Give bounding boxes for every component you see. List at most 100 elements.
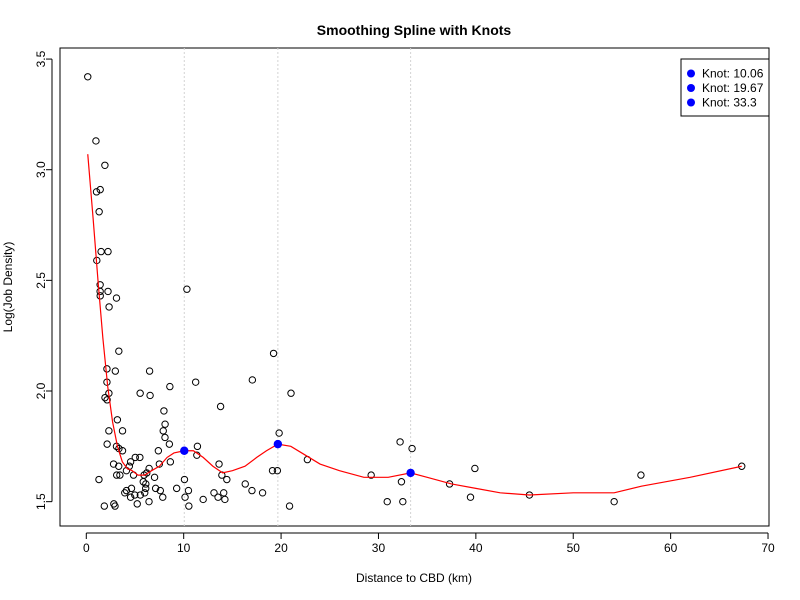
data-point — [126, 493, 135, 501]
data-point — [637, 471, 645, 479]
data-point — [738, 462, 746, 470]
data-point — [166, 458, 175, 466]
data-points — [84, 73, 746, 510]
data-point — [275, 429, 283, 437]
knot-reference-lines — [183, 48, 412, 526]
data-point — [172, 484, 181, 493]
data-point — [111, 367, 120, 375]
data-point — [223, 475, 231, 484]
plot-border — [59, 47, 770, 527]
data-point — [241, 480, 249, 488]
data-point — [285, 502, 294, 510]
legend-marker-2 — [687, 84, 695, 92]
legend-label-1: Knot: 10.06 — [702, 67, 764, 81]
data-point — [383, 497, 391, 506]
data-point — [199, 495, 207, 504]
y-tick-label: 2.5 — [34, 272, 48, 289]
data-point — [126, 458, 135, 466]
x-tick-label: 50 — [567, 541, 581, 555]
data-point — [136, 491, 145, 499]
data-point — [184, 486, 193, 495]
x-axis-label: Distance to CBD (km) — [356, 571, 472, 585]
data-point — [116, 471, 124, 479]
data-point — [367, 471, 375, 479]
data-point — [154, 447, 163, 455]
data-point — [121, 489, 129, 497]
data-point — [136, 389, 144, 397]
data-point — [185, 502, 193, 510]
spline-curve — [87, 154, 742, 496]
data-point — [101, 393, 109, 402]
legend-marker-1 — [687, 69, 695, 78]
y-tick-label: 1.5 — [34, 493, 48, 510]
legend-label-2: Knot: 19.67 — [702, 81, 764, 95]
data-point — [127, 484, 136, 493]
x-tick-label: 20 — [274, 541, 288, 555]
data-point — [258, 489, 267, 497]
data-point — [113, 416, 122, 424]
data-point — [146, 391, 154, 400]
data-point — [105, 303, 113, 311]
y-tick-label: 3.5 — [34, 50, 48, 67]
data-point — [159, 493, 167, 501]
data-point — [84, 73, 92, 81]
data-point — [610, 497, 618, 506]
x-axis: 0 10 20 30 40 50 60 70 — [83, 532, 775, 555]
x-tick-label: 40 — [469, 541, 483, 555]
data-point — [408, 444, 416, 453]
data-point — [273, 466, 282, 475]
data-point — [215, 460, 223, 468]
legend-marker-3 — [687, 98, 695, 107]
data-point — [100, 502, 109, 510]
data-point — [248, 376, 257, 384]
x-tick-label: 10 — [177, 541, 191, 555]
data-point — [156, 486, 165, 495]
legend: Knot: 10.06 Knot: 19.67 Knot: 33.3 — [680, 58, 770, 117]
data-point — [96, 185, 104, 194]
data-point — [159, 427, 167, 435]
data-point — [180, 475, 189, 484]
data-point — [221, 495, 229, 504]
data-point — [118, 427, 127, 435]
data-point — [136, 453, 144, 462]
data-point — [92, 137, 100, 145]
data-point — [103, 396, 111, 404]
data-point — [97, 247, 105, 256]
data-point — [248, 486, 256, 495]
data-point — [165, 440, 174, 448]
data-point — [96, 292, 104, 300]
y-axis: 1.5 2.0 2.5 3.0 3.5 — [34, 50, 53, 510]
y-tick-label: 2.0 — [34, 382, 48, 399]
data-point — [92, 188, 101, 196]
data-point — [131, 453, 139, 462]
data-point — [191, 378, 200, 386]
chart-title: Smoothing Spline with Knots — [317, 22, 512, 38]
knot-markers — [180, 439, 415, 478]
data-point — [95, 208, 103, 216]
data-point — [95, 475, 103, 484]
data-point — [133, 500, 141, 508]
data-point — [101, 161, 109, 169]
data-point — [220, 489, 228, 497]
data-point — [150, 473, 159, 482]
data-point — [142, 484, 150, 493]
y-axis-label: Log(Job Density) — [1, 242, 15, 333]
data-point — [161, 420, 169, 428]
data-point — [399, 497, 407, 506]
data-point — [216, 402, 225, 411]
data-point — [112, 471, 121, 479]
data-point — [181, 493, 189, 501]
legend-box — [680, 58, 770, 117]
x-tick-label: 60 — [664, 541, 678, 555]
data-point — [193, 442, 202, 451]
data-point — [111, 502, 119, 510]
data-point — [160, 407, 168, 415]
data-point — [210, 489, 218, 497]
data-point — [145, 367, 154, 375]
knot-point — [180, 446, 189, 455]
knot-point — [273, 439, 283, 449]
data-point — [143, 469, 151, 477]
data-point — [166, 382, 174, 391]
data-point — [397, 478, 406, 486]
